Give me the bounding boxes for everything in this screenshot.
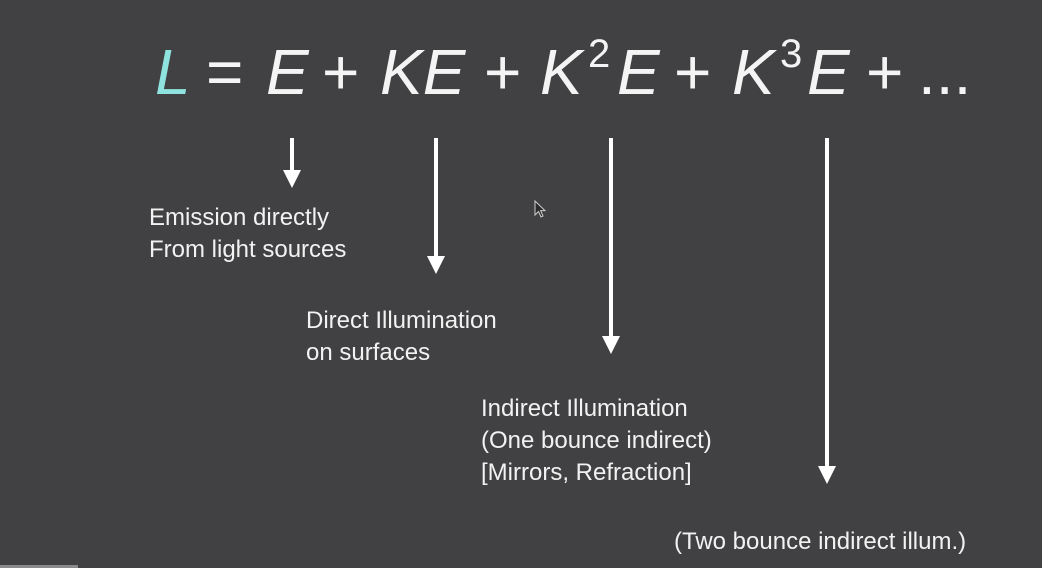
term-two-bounce-exponent: 3	[780, 32, 803, 76]
term-one-bounce-base: K	[540, 36, 583, 108]
term-emission: E	[266, 36, 309, 108]
label-line: (One bounce indirect)	[481, 427, 712, 454]
progress-indicator	[0, 565, 78, 568]
label-line: Indirect Illumination	[481, 395, 688, 422]
label-line: on surfaces	[306, 339, 431, 366]
plus-sign: +	[484, 36, 522, 108]
label-line: Direct Illumination	[306, 307, 497, 334]
term-two-bounce-tail: E	[807, 36, 850, 108]
mouse-pointer-icon	[534, 200, 547, 218]
label-direct: Direct Illumination on surfaces	[306, 305, 497, 369]
label-line: [Mirrors, Refraction]	[481, 459, 692, 486]
term-direct: KE	[380, 36, 466, 108]
plus-sign: +	[866, 36, 904, 108]
label-line: (Two bounce indirect illum.)	[674, 528, 967, 555]
label-line: From light sources	[149, 236, 347, 263]
plus-sign: +	[322, 36, 360, 108]
label-emission: Emission directly From light sources	[149, 202, 346, 266]
equation-lhs: L	[155, 36, 191, 108]
term-two-bounce-base: K	[732, 36, 775, 108]
plus-sign: +	[674, 36, 712, 108]
ellipsis: ...	[918, 36, 972, 108]
label-line: Emission directly	[149, 204, 330, 231]
label-two-bounce: (Two bounce indirect illum.)	[674, 526, 966, 558]
equals-sign: =	[206, 36, 244, 108]
term-one-bounce-tail: E	[617, 36, 660, 108]
term-one-bounce-exponent: 2	[588, 32, 611, 76]
label-one-bounce: Indirect Illumination (One bounce indire…	[481, 393, 712, 489]
rendering-equation: L = E + KE + K 2 E + K 3 E + ...	[0, 0, 1042, 130]
